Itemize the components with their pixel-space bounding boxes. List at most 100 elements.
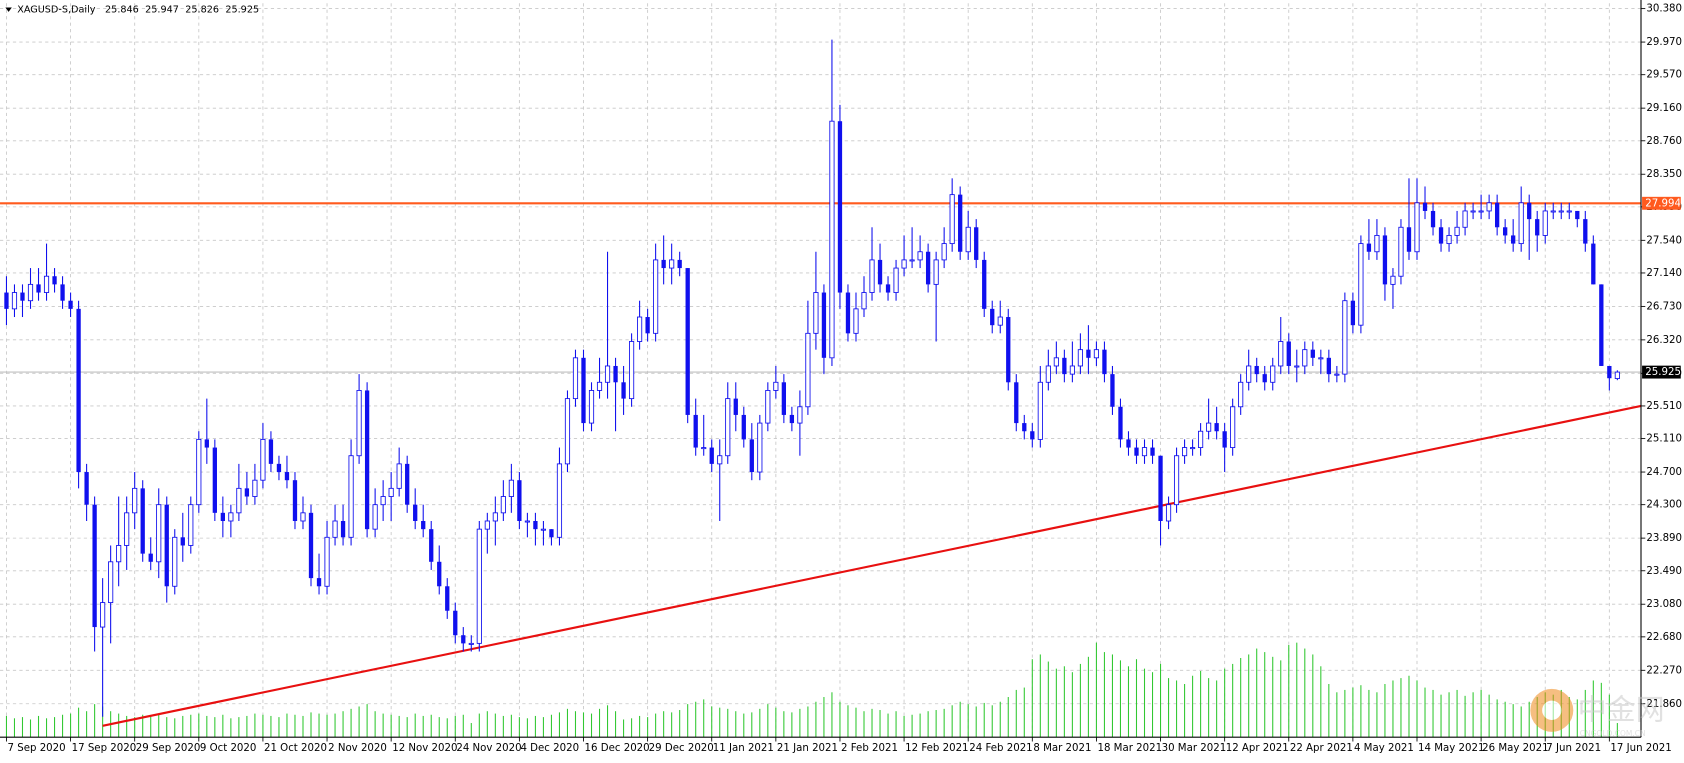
- header-icon: [5, 7, 12, 12]
- candle-body: [500, 496, 506, 514]
- candle-body: [1358, 243, 1364, 326]
- candle-body: [276, 463, 282, 473]
- candle-body: [1286, 341, 1291, 366]
- candle-body: [316, 578, 322, 587]
- y-tick-label: 26.730: [1646, 301, 1682, 312]
- candle-body: [685, 268, 690, 415]
- x-tick-label: 11 Jan 2021: [713, 743, 774, 754]
- candle-body: [1535, 219, 1540, 236]
- x-tick-label: 14 May 2021: [1418, 743, 1484, 754]
- candle-body: [693, 414, 698, 448]
- candle-body: [653, 259, 659, 334]
- x-tick-label: 24 Nov 2020: [456, 743, 521, 754]
- candle-body: [725, 398, 731, 457]
- candle-body: [1486, 202, 1492, 212]
- candle-body: [1093, 349, 1100, 359]
- candle-body: [1230, 406, 1236, 448]
- candle-body: [1222, 431, 1227, 448]
- candle-body: [965, 226, 971, 253]
- candle-body: [1190, 447, 1196, 450]
- x-tick-label: 7 Jun 2021: [1546, 743, 1601, 754]
- candle-body: [677, 259, 682, 269]
- candle-body: [324, 536, 330, 587]
- candle-body: [356, 390, 362, 457]
- candle-body: [540, 528, 547, 531]
- candle-body: [805, 332, 811, 408]
- candle-body: [43, 275, 50, 293]
- candle-body: [196, 438, 202, 506]
- candle-body: [958, 194, 963, 252]
- y-tick-label: 22.270: [1646, 665, 1682, 676]
- candle-body: [92, 504, 97, 628]
- candle-body: [1511, 235, 1516, 244]
- candle-body: [348, 455, 354, 538]
- candle-body: [1382, 235, 1388, 285]
- watermark-site: CNGOLD.COM.CN: [1580, 729, 1646, 738]
- candle-body: [1542, 210, 1548, 236]
- candle-body: [1575, 210, 1580, 220]
- candle-body: [845, 292, 851, 334]
- candle-body: [1278, 341, 1284, 367]
- candle-body: [148, 553, 153, 562]
- candle-body: [556, 463, 563, 538]
- candle-body: [108, 561, 114, 604]
- candle-body: [508, 479, 514, 497]
- y-tick-label: 24.300: [1646, 500, 1682, 511]
- candle-body: [1614, 371, 1620, 379]
- x-tick-label: 29 Sep 2020: [136, 743, 201, 754]
- candle-body: [413, 504, 418, 521]
- candle-body: [1334, 373, 1340, 376]
- candle-body: [604, 365, 611, 383]
- candle-body: [260, 438, 266, 481]
- candle-body: [421, 520, 426, 530]
- candle-body: [1238, 381, 1244, 408]
- candle-body: [132, 487, 138, 514]
- candle-body: [885, 284, 891, 293]
- candle-body: [533, 520, 538, 530]
- x-tick-label: 8 Mar 2021: [1033, 743, 1091, 754]
- candle-body: [621, 382, 626, 399]
- candle-body: [1214, 423, 1219, 432]
- candle-body: [116, 545, 122, 563]
- candle-body: [437, 561, 442, 587]
- candle-body: [1198, 430, 1204, 448]
- candle-body: [709, 447, 714, 464]
- candle-body: [982, 259, 987, 309]
- candle-body: [476, 528, 482, 644]
- candle-body: [332, 520, 338, 538]
- y-tick-label: 27.140: [1646, 268, 1682, 279]
- x-tick-label: 26 May 2021: [1482, 743, 1548, 754]
- candle-body: [1182, 447, 1188, 457]
- high: 25.947: [145, 5, 179, 16]
- candle-body: [869, 259, 875, 293]
- candle-body: [268, 439, 274, 464]
- x-tick-label: 24 Feb 2021: [969, 743, 1032, 754]
- candle-body: [1342, 300, 1348, 375]
- candle-body: [1254, 365, 1259, 375]
- y-tick-label: 23.080: [1646, 599, 1682, 610]
- candle-body: [917, 251, 923, 261]
- candle-body: [1302, 349, 1308, 367]
- candle-body: [1006, 317, 1011, 383]
- candle-body: [1414, 202, 1420, 253]
- candle-body: [717, 455, 723, 465]
- close: 25.925: [225, 5, 259, 16]
- candle-body: [749, 439, 754, 473]
- candle-body: [405, 463, 410, 505]
- x-tick-label: 29 Dec 2020: [649, 743, 714, 754]
- x-tick-label: 21 Jan 2021: [777, 743, 838, 754]
- candle-body: [661, 259, 666, 269]
- candle-body: [941, 243, 947, 261]
- x-tick-label: 21 Oct 2020: [264, 743, 327, 754]
- candle-body: [1134, 447, 1139, 456]
- price-label-box: [1642, 196, 1681, 210]
- candle-body: [789, 414, 795, 424]
- candle-body: [4, 292, 9, 309]
- x-tick-label: 9 Oct 2020: [200, 743, 257, 754]
- candle-body: [236, 487, 242, 514]
- watermark: 中金网 CNGOLD.COM.CN: [1530, 688, 1665, 738]
- candle-body: [588, 390, 595, 424]
- candle-body: [1438, 227, 1444, 244]
- candle-body: [27, 283, 34, 302]
